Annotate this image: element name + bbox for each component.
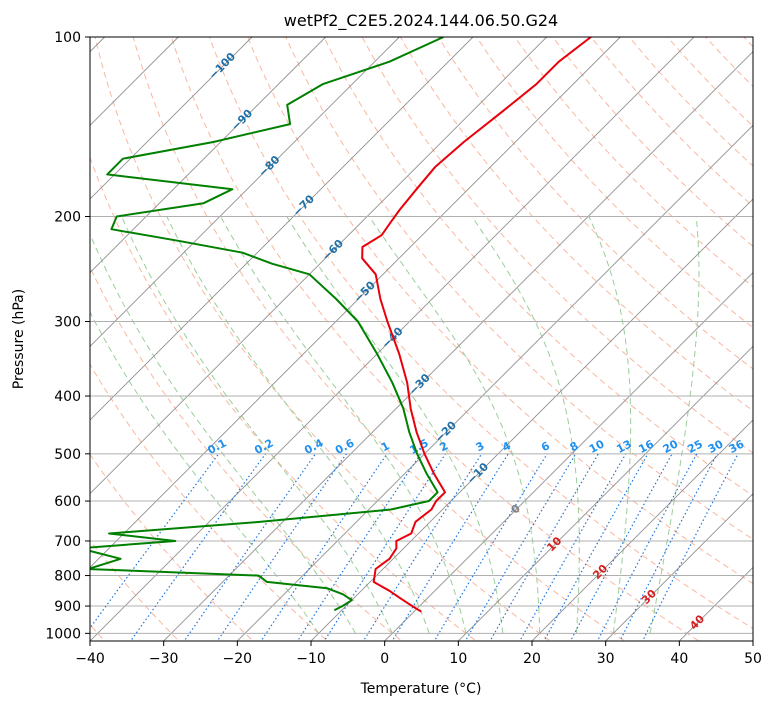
dry-adiabat [323, 37, 753, 497]
mixing-ratio-label: 36 [727, 437, 747, 456]
mixing-ratio-line [569, 453, 673, 641]
x-tick-label: 10 [449, 651, 467, 667]
dry-adiabat [285, 37, 753, 540]
y-tick-label: 200 [54, 210, 81, 226]
mixing-ratio-label: 25 [685, 437, 705, 456]
mixing-ratio-line [433, 453, 548, 641]
x-axis-label: Temperature (°C) [360, 681, 482, 697]
dry-adiabat [90, 453, 254, 641]
y-tick-label: 300 [54, 315, 81, 331]
mixing-ratio-line [362, 453, 483, 641]
moist-adiabat [121, 216, 393, 634]
dry-adiabat [170, 37, 700, 641]
isotherm-line [384, 272, 753, 641]
y-tick-label: 900 [54, 599, 81, 615]
x-tick-label: 20 [523, 651, 541, 667]
isotherm-line [90, 37, 400, 347]
moist-adiabat [286, 216, 504, 634]
y-tick-label: 1000 [45, 626, 81, 642]
y-axis-label: Pressure (hPa) [11, 289, 27, 389]
dewpoint-profile-line [90, 37, 444, 612]
x-tick-label: 40 [670, 651, 688, 667]
mixing-ratio-line [464, 453, 577, 641]
mixing-ratio-line [489, 453, 599, 641]
mixing-ratio-line [129, 453, 267, 641]
y-tick-label: 100 [54, 30, 81, 46]
mixing-ratio-line [619, 453, 718, 641]
x-tick-label: 30 [597, 651, 615, 667]
mixing-ratio-label: 10 [587, 437, 607, 456]
moist-adiabat [90, 311, 320, 634]
isotherm-line [605, 493, 753, 641]
mixing-ratio-line [391, 453, 509, 641]
x-tick-label: 0 [380, 651, 389, 667]
plot-area: 0.1 0.2 0.4 0.6 1 1.5 2 3 4 6 8 10 13 16 20 25 30 36−100−… [90, 37, 753, 641]
mixing-ratio-label: 16 [636, 437, 656, 456]
x-tick-label: −10 [296, 651, 326, 667]
isotherm-line [531, 419, 753, 641]
y-tick-label: 500 [54, 447, 81, 463]
isotherm-line [90, 37, 695, 641]
x-tick-label: −30 [149, 651, 179, 667]
isotherm-line [90, 37, 326, 274]
y-tick-label: 700 [54, 534, 81, 550]
mixing-ratio-label: 13 [614, 437, 634, 456]
dry-adiabat [514, 37, 753, 288]
y-tick-label: 400 [54, 389, 81, 405]
isotherm-line [237, 124, 753, 641]
mixing-ratio-line [519, 453, 627, 641]
mixing-ratio-line [183, 453, 316, 641]
isotherm-line [90, 37, 547, 495]
x-tick-label: 50 [744, 651, 762, 667]
isotherm-line [163, 51, 753, 641]
x-tick-label: −40 [75, 651, 105, 667]
dry-adiabat [590, 37, 753, 207]
mixing-ratio-label: 20 [661, 437, 681, 456]
temperature-profile-line [361, 37, 592, 613]
mixing-ratio-line [216, 453, 347, 641]
axes: −40 −30 −20 −10 0 10 20 30 40 50 100 200 300 400 500 60… [45, 30, 762, 667]
dry-adiabat [628, 37, 753, 167]
dry-adiabat [94, 37, 552, 641]
x-tick-label: −20 [223, 651, 253, 667]
y-tick-label: 800 [54, 569, 81, 585]
y-tick-label: 600 [54, 494, 81, 510]
dry-adiabat [209, 37, 753, 630]
isotherm-line [90, 37, 621, 568]
isotherm-line [90, 37, 253, 200]
isotherm-line [458, 345, 753, 641]
dry-adiabat [476, 37, 753, 329]
dry-adiabat [132, 37, 626, 641]
dry-adiabat [247, 37, 753, 585]
isotherm-line [310, 198, 753, 641]
mixing-ratio-line [543, 453, 649, 641]
mixing-ratio-line [596, 453, 698, 641]
mixing-ratio-label: 30 [706, 437, 726, 456]
plot-frame [89, 36, 754, 642]
chart-title: wetPf2_C2E5.2024.144.06.50.G24 [284, 11, 558, 31]
dry-adiabat [90, 266, 403, 641]
isotherm-line [90, 37, 474, 421]
moist-adiabat [166, 216, 430, 634]
mixing-ratio-line [260, 453, 388, 641]
